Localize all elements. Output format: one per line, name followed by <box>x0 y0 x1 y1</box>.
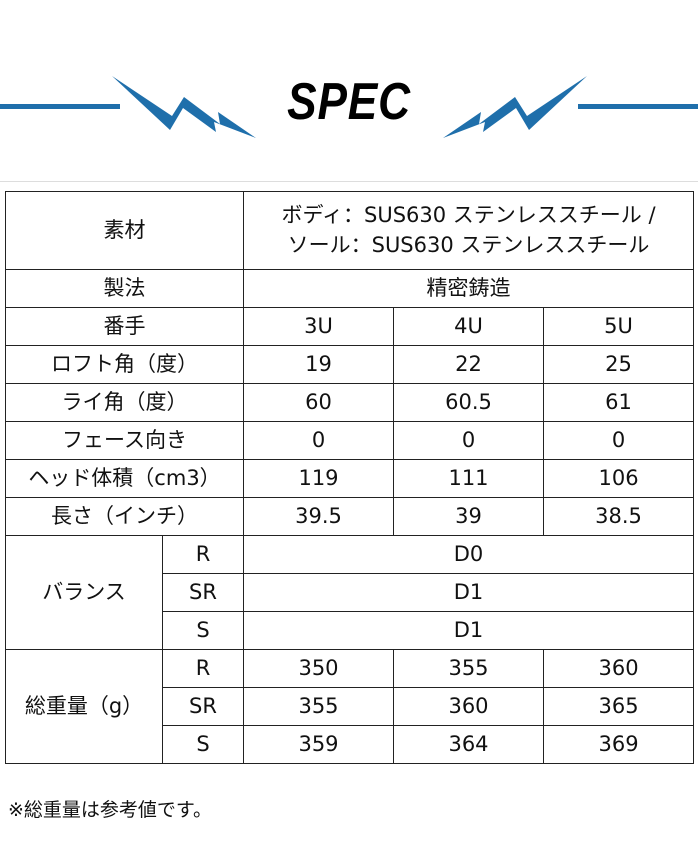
cell: 355 <box>393 649 544 688</box>
table-row: バランス R D0 <box>5 535 695 650</box>
cell: 111 <box>393 459 544 498</box>
cell: 0 <box>542 421 695 460</box>
table-row: ヘッド体積（cm3） 119 111 106 <box>5 459 695 498</box>
table-row: 製法 精密鋳造 <box>5 269 695 308</box>
cell: 61 <box>542 383 695 422</box>
table-row: 番手 3U 4U 5U <box>5 307 695 346</box>
flex-label: R <box>162 535 244 574</box>
row-label: フェース向き <box>5 421 244 460</box>
row-label: 素材 <box>5 191 244 270</box>
material-line: ソール：SUS630 ステンレススチール <box>287 232 650 257</box>
cell: 精密鋳造 <box>242 269 695 308</box>
cell: 365 <box>542 687 695 726</box>
row-label: バランス <box>5 535 163 650</box>
table-row: SR 355 360 365 <box>6 687 695 726</box>
cell: 60 <box>243 383 394 422</box>
row-label: 長さ（インチ） <box>5 497 244 536</box>
cell: 3U <box>243 307 394 346</box>
cell: D1 <box>242 573 695 612</box>
material-value: ボディ：SUS630 ステンレススチール / ソール：SUS630 ステンレススチ… <box>242 191 695 270</box>
table-row: フェース向き 0 0 0 <box>5 421 695 460</box>
table-row: 素材 ボディ：SUS630 ステンレススチール / ソール：SUS630 ステンレ… <box>5 191 695 270</box>
cell: 39 <box>393 497 544 536</box>
cell: 106 <box>542 459 695 498</box>
cell: 364 <box>393 725 544 764</box>
table-row: S 359 364 369 <box>6 725 695 764</box>
table-row: ライ角（度） 60 60.5 61 <box>5 383 695 422</box>
cell: 22 <box>393 345 544 384</box>
cell: 4U <box>393 307 544 346</box>
flex-label: SR <box>162 573 244 612</box>
flex-label: S <box>162 611 244 650</box>
divider <box>0 181 698 182</box>
cell: 0 <box>393 421 544 460</box>
cell: 25 <box>542 345 695 384</box>
table-row: 総重量（g） R 350 355 360 <box>5 649 695 764</box>
cell: 5U <box>542 307 695 346</box>
cell: 60.5 <box>393 383 544 422</box>
lightning-decoration-icon <box>0 76 698 138</box>
cell: 369 <box>542 725 695 764</box>
row-label: 総重量（g） <box>5 649 163 764</box>
cell: 360 <box>542 649 695 688</box>
cell: D0 <box>242 535 695 574</box>
cell: 119 <box>243 459 394 498</box>
cell: 355 <box>243 687 394 726</box>
flex-label: SR <box>162 687 244 726</box>
cell: 360 <box>393 687 544 726</box>
table-row: ロフト角（度） 19 22 25 <box>5 345 695 384</box>
flex-label: R <box>162 649 244 688</box>
cell: 0 <box>243 421 394 460</box>
row-label: ヘッド体積（cm3） <box>5 459 244 498</box>
row-label: ライ角（度） <box>5 383 244 422</box>
row-label: 番手 <box>5 307 244 346</box>
spec-header: SPEC <box>0 0 698 180</box>
footnote: ※総重量は参考値です。 <box>8 799 213 821</box>
cell: 19 <box>243 345 394 384</box>
table-row: S D1 <box>6 611 695 650</box>
row-label: 製法 <box>5 269 244 308</box>
flex-label: S <box>162 725 244 764</box>
material-line: ボディ：SUS630 ステンレススチール / <box>281 203 656 228</box>
cell: 38.5 <box>542 497 695 536</box>
row-label: ロフト角（度） <box>5 345 244 384</box>
cell: D1 <box>242 611 695 650</box>
spec-table: 素材 ボディ：SUS630 ステンレススチール / ソール：SUS630 ステンレ… <box>5 191 695 764</box>
page-title: SPEC <box>287 73 411 131</box>
cell: 39.5 <box>243 497 394 536</box>
table-row: 長さ（インチ） 39.5 39 38.5 <box>5 497 695 536</box>
cell: 350 <box>243 649 394 688</box>
cell: 359 <box>243 725 394 764</box>
